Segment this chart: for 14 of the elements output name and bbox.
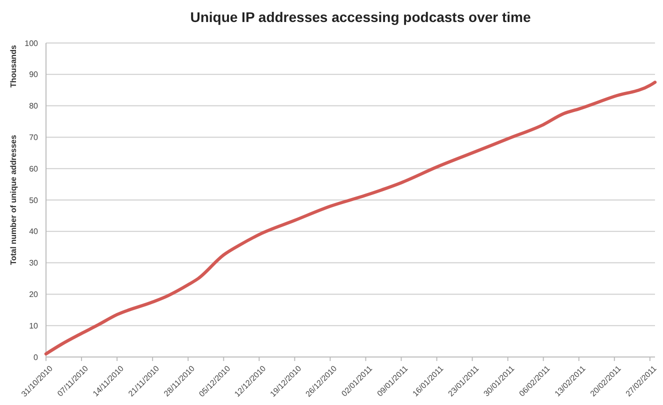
y-tick-label: 80	[29, 102, 39, 111]
y-tick-label: 50	[29, 196, 39, 205]
y-tick-label: 70	[29, 133, 39, 142]
y-tick-label: 10	[29, 321, 39, 330]
y-tick-label: 100	[24, 38, 39, 48]
y-tick-label: 20	[29, 290, 39, 299]
chart-title: Unique IP addresses accessing podcasts over time	[190, 9, 531, 25]
y-tick-label: 0	[34, 352, 39, 362]
y-axis-title: Total number of unique addresses	[9, 134, 18, 266]
y-tick-label: 30	[29, 258, 39, 268]
y-tick-label: 40	[29, 227, 39, 236]
text: Thousands	[9, 44, 18, 88]
y-tick-label: 90	[29, 70, 39, 80]
y-tick-label: 60	[29, 164, 39, 174]
